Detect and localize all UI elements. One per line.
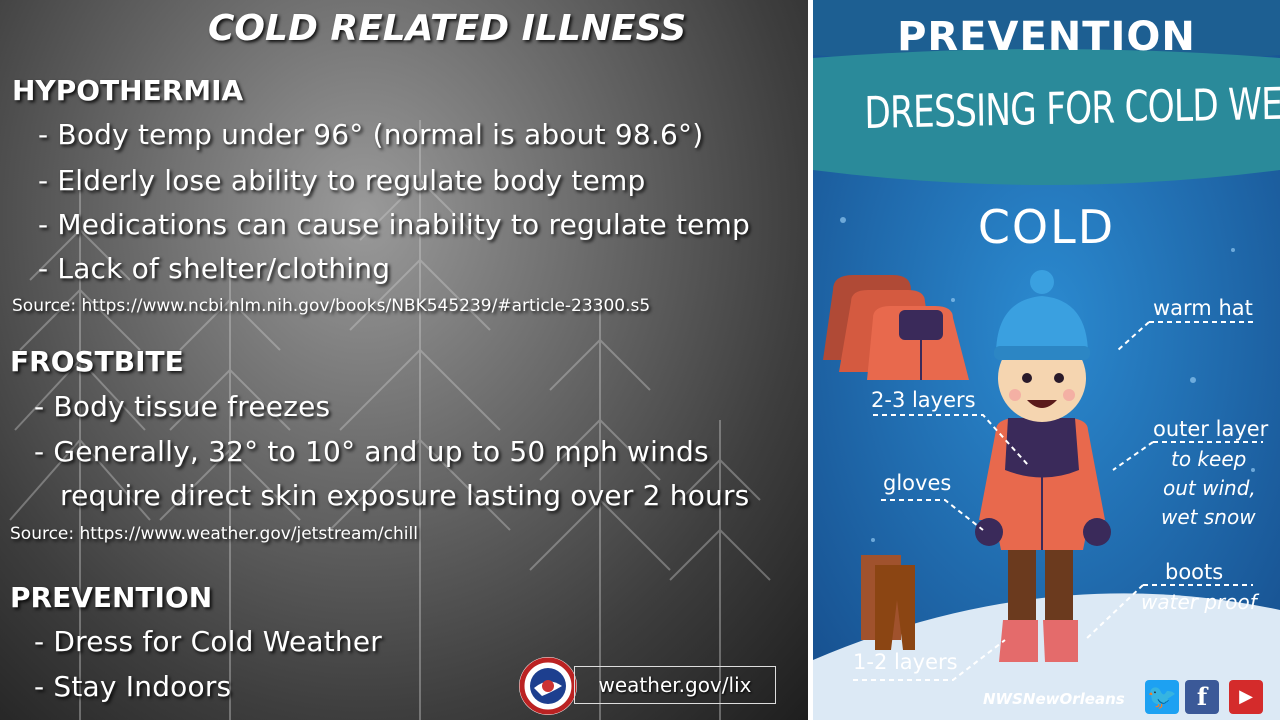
outer-layer-note: out wind,: [1163, 476, 1256, 500]
panel-divider: [808, 0, 813, 720]
frostbite-bullet: - Generally, 32° to 10° and up to 50 mph…: [34, 435, 709, 468]
jacket-stack-icon: [823, 275, 969, 380]
dressing-infographic: PREVENTION DRESSING FOR COLD WEATHER COL…: [813, 0, 1280, 720]
website-link[interactable]: weather.gov/lix: [574, 666, 776, 704]
boots-note: water proof: [1141, 590, 1257, 614]
pants-layers-label: 1-2 layers: [853, 650, 958, 674]
prevention-header: PREVENTION: [897, 14, 1196, 60]
pants-stack-icon: [861, 555, 915, 650]
frostbite-bullet: require direct skin exposure lasting ove…: [60, 479, 750, 512]
prevention-bullet: - Dress for Cold Weather: [34, 625, 382, 658]
outer-layer-label: outer layer: [1153, 417, 1269, 441]
hypothermia-bullet: - Body temp under 96° (normal is about 9…: [38, 118, 704, 151]
hypothermia-source: Source: https://www.ncbi.nlm.nih.gov/boo…: [12, 296, 651, 316]
youtube-icon[interactable]: ▶: [1229, 680, 1263, 714]
hypothermia-heading: HYPOTHERMIA: [12, 74, 244, 107]
layers-label: 2-3 layers: [871, 388, 976, 412]
infographic-art: [813, 0, 1280, 720]
boots-label: boots: [1165, 560, 1224, 584]
twitter-icon[interactable]: 🐦: [1145, 680, 1179, 714]
facebook-icon[interactable]: f: [1185, 680, 1219, 714]
gloves-label: gloves: [883, 471, 952, 495]
frostbite-source: Source: https://www.weather.gov/jetstrea…: [10, 524, 418, 544]
nws-seal-logo: [519, 657, 577, 715]
frost-background: [9, 120, 771, 720]
hypothermia-bullet: - Medications can cause inability to reg…: [38, 208, 751, 241]
nws-handle: NWSNewOrleans: [983, 690, 1125, 708]
prevention-heading: PREVENTION: [10, 581, 213, 614]
frostbite-bullet: - Body tissue freezes: [34, 390, 331, 423]
outer-layer-note: wet snow: [1161, 505, 1256, 529]
child-figure: [975, 270, 1111, 662]
page-title: COLD RELATED ILLNESS: [208, 8, 687, 49]
illness-panel: COLD RELATED ILLNESS HYPOTHERMIA - Body …: [0, 0, 808, 720]
dressing-subtitle: DRESSING FOR COLD WEATHER: [864, 76, 1280, 140]
hat-label: warm hat: [1153, 296, 1253, 320]
hypothermia-bullet: - Elderly lose ability to regulate body …: [38, 164, 646, 197]
frostbite-heading: FROSTBITE: [10, 345, 184, 378]
prevention-bullet: - Stay Indoors: [34, 670, 232, 703]
cold-label: COLD: [977, 200, 1116, 254]
hypothermia-bullet: - Lack of shelter/clothing: [38, 252, 391, 285]
outer-layer-note: to keep: [1171, 447, 1247, 471]
